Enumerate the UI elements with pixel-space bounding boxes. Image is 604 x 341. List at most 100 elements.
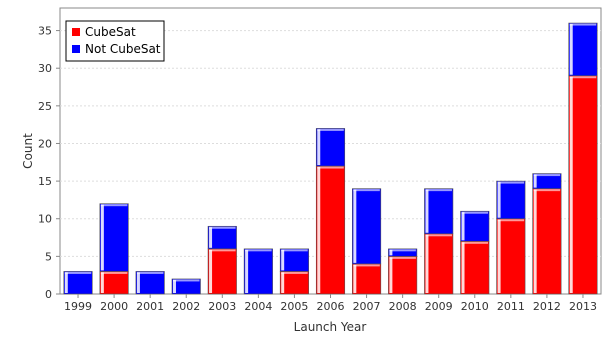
bar-highlight-not-cubesat-2013 xyxy=(569,24,573,75)
bar-top-highlight-cubesat-2012 xyxy=(533,189,561,192)
legend-box xyxy=(65,20,165,62)
y-tick-label-15: 15 xyxy=(38,175,52,188)
bar-highlight-cubesat-2000 xyxy=(100,272,104,293)
bar-top-highlight-not-cubesat-2000 xyxy=(100,204,128,207)
bar-highlight-cubesat-2006 xyxy=(317,167,321,293)
bar-top-highlight-not-cubesat-1999 xyxy=(64,271,92,274)
bar-top-highlight-cubesat-2000 xyxy=(100,271,128,274)
bar-top-highlight-cubesat-2009 xyxy=(425,234,452,237)
x-tick-label-2002: 2002 xyxy=(172,300,200,313)
bar-top-highlight-not-cubesat-2013 xyxy=(569,23,597,26)
bar-top-highlight-cubesat-2007 xyxy=(353,264,380,267)
legend-label-cubesat: CubeSat xyxy=(85,25,136,39)
bar-cubesat-2013 xyxy=(568,75,598,295)
x-tick-label-2003: 2003 xyxy=(208,300,236,313)
bar-top-highlight-not-cubesat-2011 xyxy=(497,181,525,184)
bar-top-highlight-cubesat-2013 xyxy=(569,76,597,79)
x-tick-label-1999: 1999 xyxy=(64,300,92,313)
bar-highlight-not-cubesat-2003 xyxy=(209,227,213,248)
x-tick-label-2005: 2005 xyxy=(280,300,308,313)
bar-cubesat-2007 xyxy=(352,263,382,295)
x-tick-label-2004: 2004 xyxy=(244,300,272,313)
bar-cubesat-2006 xyxy=(315,165,346,295)
bar-not-cubesat-2005 xyxy=(279,248,309,272)
bar-top-highlight-cubesat-2005 xyxy=(281,271,308,274)
bar-cubesat-2011 xyxy=(496,218,526,295)
bar-top-highlight-cubesat-2011 xyxy=(497,219,525,222)
bar-highlight-cubesat-2003 xyxy=(209,249,213,293)
bar-highlight-cubesat-2008 xyxy=(389,257,393,293)
bar-not-cubesat-2013 xyxy=(568,22,598,77)
bar-highlight-not-cubesat-2007 xyxy=(353,189,357,263)
bar-top-highlight-not-cubesat-2001 xyxy=(136,271,164,274)
legend: CubeSat Not CubeSat xyxy=(65,20,165,62)
bar-not-cubesat-2010 xyxy=(460,210,490,242)
bar-top-highlight-not-cubesat-2002 xyxy=(172,279,200,282)
x-tick-label-2013: 2013 xyxy=(569,300,597,313)
bar-cubesat-2008 xyxy=(388,256,418,295)
y-tick-label-35: 35 xyxy=(38,25,52,38)
legend-swatch-cubesat xyxy=(72,28,80,36)
x-axis-label: Launch Year xyxy=(294,320,367,334)
bar-highlight-not-cubesat-1999 xyxy=(64,272,68,293)
bar-top-highlight-not-cubesat-2005 xyxy=(281,249,308,252)
x-tick-label-2010: 2010 xyxy=(461,300,489,313)
bar-top-highlight-not-cubesat-2010 xyxy=(461,211,489,214)
legend-swatch-not-cubesat xyxy=(72,45,80,53)
bar-highlight-not-cubesat-2002 xyxy=(172,279,176,293)
x-axis-ticks: 1999 2000 2001 2002 2003 2004 2005 2006 2007 2008… xyxy=(64,294,597,313)
x-tick-label-2001: 2001 xyxy=(136,300,164,313)
bar-highlight-cubesat-2010 xyxy=(461,242,465,293)
bar-not-cubesat-2004 xyxy=(243,248,273,295)
bar-top-highlight-not-cubesat-2003 xyxy=(209,226,236,229)
bar-top-highlight-cubesat-2010 xyxy=(461,241,489,244)
y-tick-label-20: 20 xyxy=(38,137,52,150)
bar-highlight-cubesat-2011 xyxy=(497,219,501,293)
bar-cubesat-2009 xyxy=(424,233,454,295)
bar-top-highlight-not-cubesat-2004 xyxy=(245,249,272,252)
bar-highlight-not-cubesat-2004 xyxy=(245,249,249,293)
legend-label-not-cubesat: Not CubeSat xyxy=(85,42,161,56)
bar-top-highlight-not-cubesat-2009 xyxy=(425,189,452,192)
bar-not-cubesat-2011 xyxy=(496,180,526,220)
bar-highlight-cubesat-2009 xyxy=(425,234,429,293)
bar-top-highlight-not-cubesat-2008 xyxy=(389,249,416,252)
y-tick-label-30: 30 xyxy=(38,62,52,75)
bar-top-highlight-not-cubesat-2007 xyxy=(353,189,380,192)
bar-highlight-not-cubesat-2012 xyxy=(533,174,537,188)
x-tick-label-2007: 2007 xyxy=(353,300,381,313)
bar-cubesat-2000 xyxy=(99,271,129,295)
bar-top-highlight-cubesat-2008 xyxy=(389,256,416,259)
bar-highlight-not-cubesat-2006 xyxy=(317,129,321,166)
bar-top-highlight-not-cubesat-2006 xyxy=(317,128,344,131)
bar-highlight-cubesat-2005 xyxy=(281,272,285,293)
bar-not-cubesat-1999 xyxy=(63,271,93,295)
bar-highlight-not-cubesat-2011 xyxy=(497,182,501,218)
bar-cubesat-2010 xyxy=(460,241,490,295)
bar-not-cubesat-2000 xyxy=(99,203,129,272)
bar-highlight-not-cubesat-2000 xyxy=(100,204,104,271)
y-axis-ticks: 0 5 10 15 20 25 30 35 xyxy=(38,25,60,301)
bar-cubesat-2003 xyxy=(207,248,237,295)
bar-highlight-not-cubesat-2001 xyxy=(136,272,140,293)
bar-highlight-cubesat-2007 xyxy=(353,264,357,293)
bar-not-cubesat-2008 xyxy=(388,248,418,257)
bar-highlight-cubesat-2012 xyxy=(533,189,537,293)
bar-highlight-not-cubesat-2008 xyxy=(389,249,393,256)
x-tick-label-2006: 2006 xyxy=(317,300,345,313)
bar-not-cubesat-2009 xyxy=(424,188,454,235)
bar-cubesat-2012 xyxy=(532,188,562,295)
bar-highlight-not-cubesat-2005 xyxy=(281,249,285,271)
bar-not-cubesat-2007 xyxy=(352,188,382,265)
bar-not-cubesat-2006 xyxy=(315,128,346,167)
x-tick-label-2008: 2008 xyxy=(389,300,417,313)
x-tick-label-2011: 2011 xyxy=(497,300,525,313)
y-axis-label: Count xyxy=(21,133,35,169)
x-tick-label-2012: 2012 xyxy=(533,300,561,313)
bar-not-cubesat-2012 xyxy=(532,173,562,189)
bar-highlight-cubesat-2013 xyxy=(569,76,573,293)
y-tick-label-25: 25 xyxy=(38,100,52,113)
y-tick-label-0: 0 xyxy=(45,288,52,301)
